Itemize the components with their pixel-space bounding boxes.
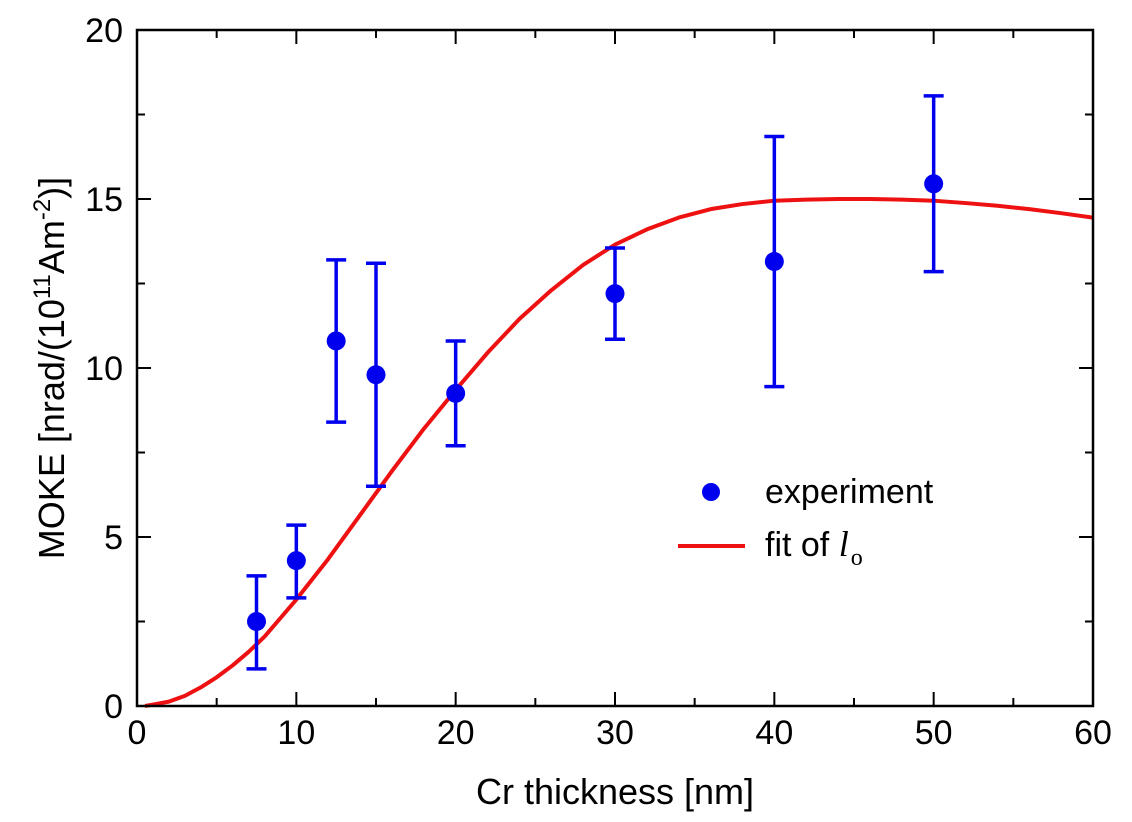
y-tick-label: 15 [85,181,123,219]
x-tick-label: 40 [755,714,793,752]
experiment-series [246,94,944,671]
data-point [286,551,306,571]
data-point [366,365,386,385]
legend: experiment fit of lo [678,473,934,571]
y-axis-title-mid: Am [31,220,72,274]
y-axis-title-exp2: -2 [29,199,56,220]
fit-series [144,197,1094,708]
x-tick-label: 10 [277,714,315,752]
data-point [446,383,466,403]
data-point [605,284,625,304]
y-axis-title: MOKE [nrad/(1011Am-2)] [29,177,72,559]
y-tick-label: 5 [104,519,123,557]
y-tick-label: 0 [104,688,123,726]
y-axis-title-suffix: )] [31,177,72,199]
x-tick-label: 30 [596,714,634,752]
axis-ticks [136,29,1094,707]
y-axis-title-exp1: 11 [29,274,56,299]
data-point [326,331,346,351]
x-tick-label: 0 [128,714,147,752]
data-point [247,612,266,631]
legend-experiment-marker [702,483,720,501]
legend-experiment-label: experiment [765,473,934,511]
x-tick-label: 20 [437,714,475,752]
y-tick-label: 20 [85,12,123,50]
plot-frame [135,28,1095,708]
legend-fit-label: fit of lo [765,524,863,571]
y-axis-title-prefix: MOKE [nrad/(10 [31,299,72,559]
legend-fit-text: fit of [765,526,830,564]
fit-curve [144,197,1094,708]
tick-labels: 0 10 20 30 40 50 60 0 5 10 15 20 [85,12,1112,752]
x-tick-label: 60 [1074,714,1112,752]
legend-fit-symbol: l [839,524,849,564]
x-tick-label: 50 [915,714,953,752]
data-point [764,252,784,272]
x-axis-title: Cr thickness [nm] [476,771,754,812]
data-point [924,174,944,194]
y-tick-label: 10 [85,350,123,388]
legend-fit-subscript: o [851,545,863,571]
